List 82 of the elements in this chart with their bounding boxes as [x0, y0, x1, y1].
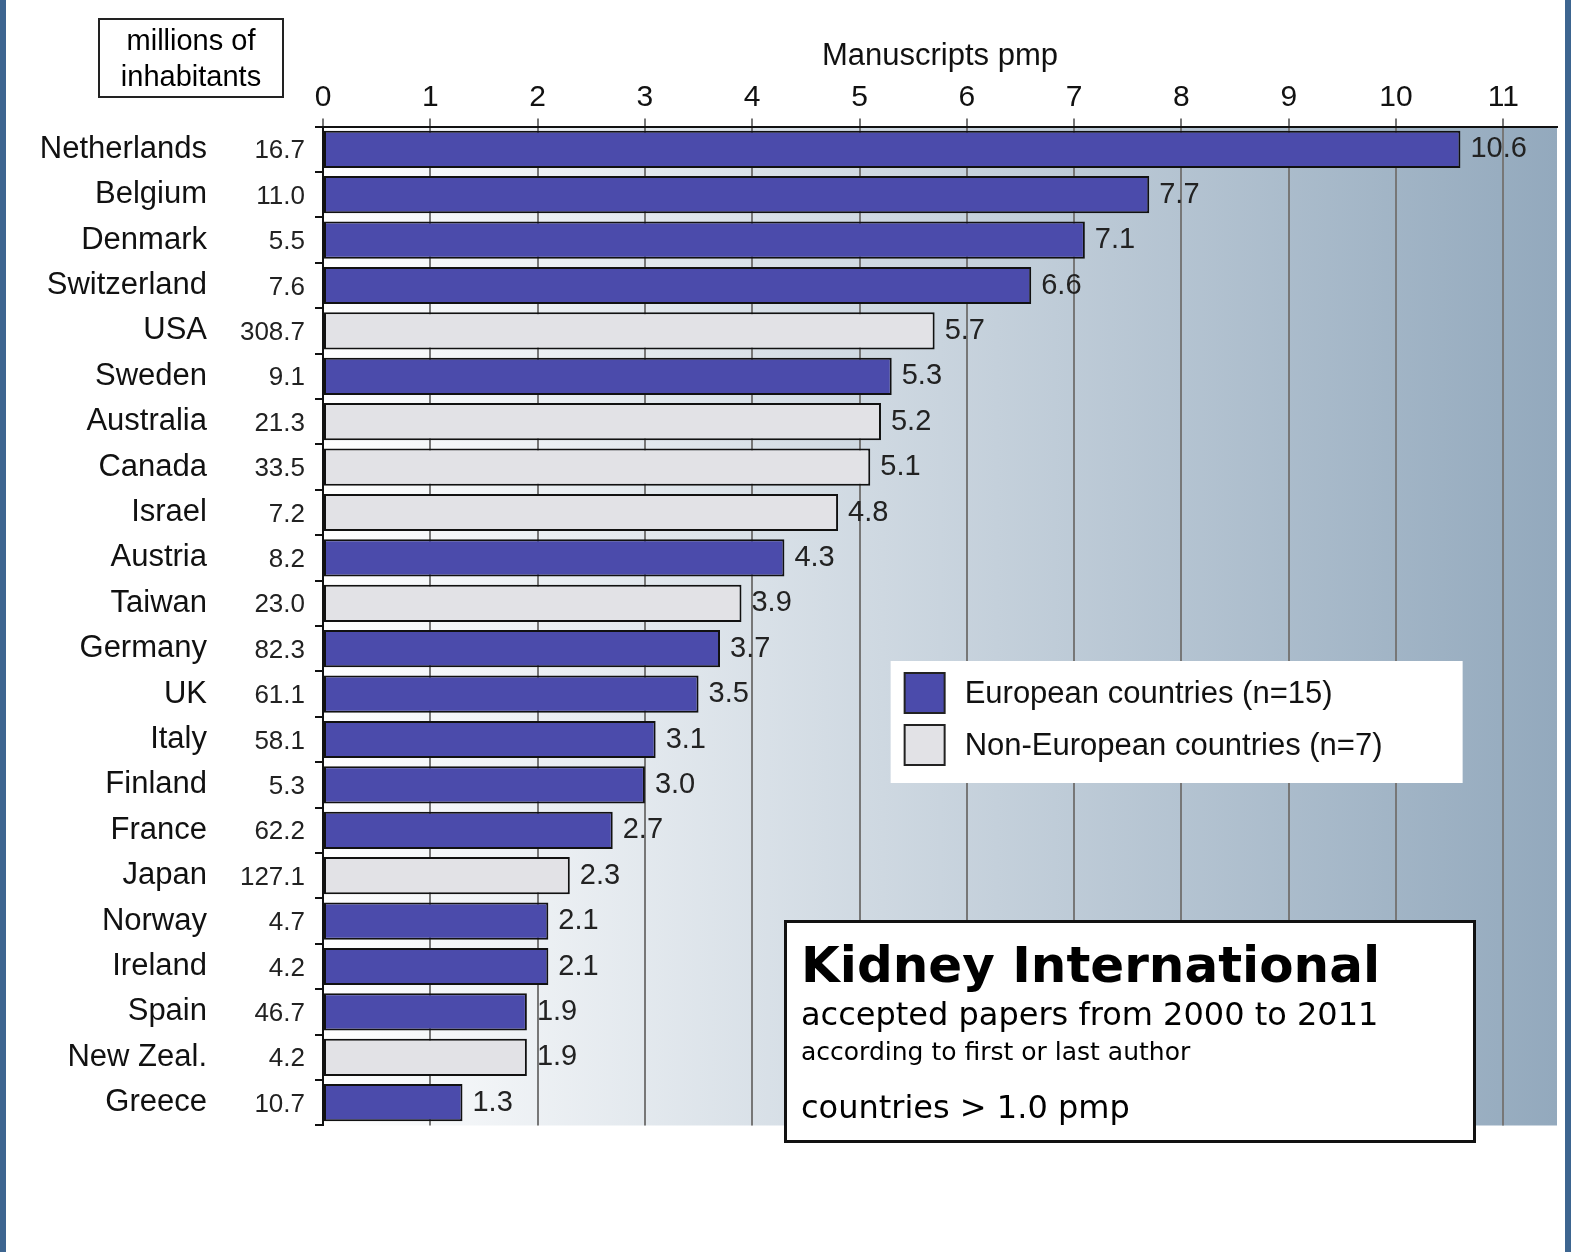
- text: 9.1: [268, 361, 305, 392]
- text: 127.1: [239, 860, 305, 891]
- data-label: 6.6: [1041, 267, 1082, 300]
- data-label: 7.1: [1094, 222, 1136, 255]
- text: 5.3: [268, 770, 305, 801]
- x-tick-label: 6: [958, 78, 976, 112]
- text: 62.2: [254, 815, 305, 846]
- y-tick-label: Israel: [131, 493, 207, 529]
- y-tick-label: Norway: [101, 901, 208, 937]
- y-tick-label: Switzerland: [46, 266, 207, 302]
- y-tick-label: USA: [143, 311, 208, 347]
- data-label: 1.9: [536, 993, 578, 1026]
- text: 5.5: [268, 225, 305, 256]
- y-tick-label: Japan: [122, 856, 207, 892]
- x-tick-label: 8: [1173, 78, 1190, 112]
- x-tick-label: 0: [314, 78, 332, 112]
- y-tick-label: Belgium: [95, 175, 207, 211]
- x-tick-label: 4: [743, 78, 761, 112]
- legend-label: European countries (n=15): [964, 674, 1333, 710]
- x-tick-label: 2: [529, 78, 546, 112]
- x-tick-label: 10: [1379, 78, 1413, 112]
- y-tick-label: Greece: [105, 1083, 207, 1119]
- x-tick-label: 5: [851, 78, 868, 112]
- data-label: 5.7: [944, 312, 985, 345]
- text: Kidney International: [801, 935, 1382, 995]
- text: 4.2: [268, 1042, 305, 1073]
- annotation: according to first or last author: [801, 1037, 1192, 1066]
- text: 16.7: [254, 134, 305, 165]
- y-tick-label: Germany: [79, 629, 208, 665]
- y-tick-label: Italy: [150, 720, 208, 756]
- data-label: 3.1: [665, 721, 706, 754]
- y-tick-label: France: [110, 810, 207, 846]
- text: 4.2: [268, 951, 305, 982]
- y-tick-label: UK: [163, 674, 208, 710]
- data-label: 2.1: [558, 948, 599, 981]
- text: 4.7: [268, 906, 305, 937]
- text: accepted papers from 2000 to 2011: [801, 995, 1380, 1033]
- data-label: 4.3: [794, 539, 835, 572]
- x-axis-title: Manuscripts pmp: [821, 36, 1059, 72]
- x-tick-label: 7: [1065, 78, 1083, 112]
- y-tick-label: Ireland: [112, 947, 207, 983]
- data-label: 3.5: [708, 676, 749, 709]
- y-tick-label: Spain: [127, 992, 207, 1028]
- y-tick-label: Canada: [98, 447, 208, 483]
- data-label: 1.3: [472, 1084, 513, 1117]
- data-label: 5.1: [880, 449, 921, 482]
- data-label: 3.0: [654, 766, 696, 799]
- text: 58.1: [254, 724, 305, 755]
- data-label: 10.6: [1470, 131, 1527, 164]
- y-tick-label: Sweden: [94, 356, 207, 392]
- text: 7.6: [268, 270, 305, 301]
- data-label: 2.1: [558, 903, 599, 936]
- data-label: 1.9: [536, 1039, 578, 1072]
- data-label: 5.2: [890, 403, 932, 436]
- text: 33.5: [254, 452, 305, 483]
- text: 82.3: [254, 633, 305, 664]
- y-tick-label: Netherlands: [39, 129, 207, 165]
- y-tick-label: Finland: [105, 765, 207, 801]
- y-tick-label: Austria: [110, 538, 208, 574]
- x-tick-label: 11: [1487, 78, 1519, 112]
- text: millions of inhabitants: [98, 18, 284, 98]
- text: 46.7: [254, 997, 305, 1028]
- text: 23.0: [254, 588, 305, 619]
- data-label: 7.7: [1159, 176, 1200, 209]
- text: 11.0: [256, 179, 305, 210]
- text: 10.7: [254, 1087, 305, 1118]
- x-tick-label: 3: [636, 78, 654, 112]
- data-label: 5.3: [901, 358, 943, 391]
- y-tick-label: Taiwan: [110, 583, 207, 619]
- data-label: 2.3: [579, 857, 621, 890]
- x-tick-label: 1: [421, 78, 439, 112]
- y-tick-label: Denmark: [81, 220, 208, 256]
- y-tick-label: Australia: [86, 402, 208, 438]
- text: 7.2: [268, 497, 305, 528]
- y-tick-label: New Zeal.: [67, 1037, 207, 1073]
- annotation: countries > 1.0 pmp: [801, 1088, 1131, 1126]
- text: 21.3: [254, 406, 305, 437]
- legend-label: Non-European countries (n=7): [964, 726, 1383, 762]
- text: 61.1: [254, 679, 305, 710]
- x-tick-label: 9: [1280, 78, 1298, 112]
- text: 308.7: [239, 316, 305, 347]
- text: 8.2: [268, 543, 305, 574]
